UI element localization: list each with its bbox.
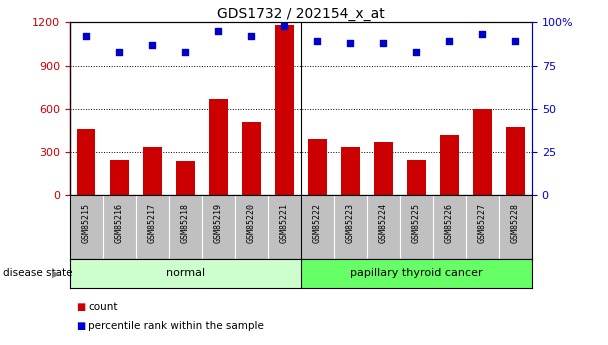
Point <box>511 39 520 44</box>
Bar <box>301 259 532 288</box>
Point <box>148 42 157 48</box>
Text: ■: ■ <box>76 302 85 312</box>
Bar <box>243 121 260 195</box>
Point <box>313 39 322 44</box>
Point <box>345 40 355 46</box>
Text: GSM85216: GSM85216 <box>115 203 124 243</box>
Bar <box>440 135 458 195</box>
Bar <box>176 161 195 195</box>
Bar <box>341 148 359 195</box>
Point <box>81 33 91 39</box>
Point <box>213 28 223 34</box>
Text: GSM85219: GSM85219 <box>214 203 223 243</box>
Text: GSM85227: GSM85227 <box>478 203 487 243</box>
Title: GDS1732 / 202154_x_at: GDS1732 / 202154_x_at <box>217 7 385 21</box>
Point <box>247 33 257 39</box>
Point <box>280 23 289 29</box>
Bar <box>375 142 393 195</box>
Text: normal: normal <box>166 268 205 278</box>
Bar <box>506 127 525 195</box>
Text: GSM85222: GSM85222 <box>313 203 322 243</box>
Text: GSM85215: GSM85215 <box>82 203 91 243</box>
Point <box>444 39 454 44</box>
Text: disease state: disease state <box>3 268 72 278</box>
Text: ■: ■ <box>76 321 85 331</box>
Bar <box>110 160 128 195</box>
Point <box>478 32 488 37</box>
Bar <box>209 99 227 195</box>
Bar <box>407 160 426 195</box>
Bar <box>143 148 162 195</box>
Text: GSM85225: GSM85225 <box>412 203 421 243</box>
Text: papillary thyroid cancer: papillary thyroid cancer <box>350 268 483 278</box>
Text: GSM85223: GSM85223 <box>346 203 355 243</box>
Point <box>181 49 190 55</box>
Point <box>379 40 389 46</box>
Bar <box>308 139 326 195</box>
Bar <box>275 24 294 195</box>
Point <box>114 49 124 55</box>
Text: count: count <box>88 302 118 312</box>
Point <box>412 49 421 55</box>
Text: GSM85224: GSM85224 <box>379 203 388 243</box>
Text: GSM85217: GSM85217 <box>148 203 157 243</box>
Text: ▶: ▶ <box>52 268 60 278</box>
Text: GSM85220: GSM85220 <box>247 203 256 243</box>
Text: percentile rank within the sample: percentile rank within the sample <box>88 321 264 331</box>
Text: GSM85228: GSM85228 <box>511 203 520 243</box>
Text: GSM85221: GSM85221 <box>280 203 289 243</box>
Text: GSM85218: GSM85218 <box>181 203 190 243</box>
Bar <box>77 129 95 195</box>
Text: GSM85226: GSM85226 <box>445 203 454 243</box>
Bar <box>474 109 491 195</box>
